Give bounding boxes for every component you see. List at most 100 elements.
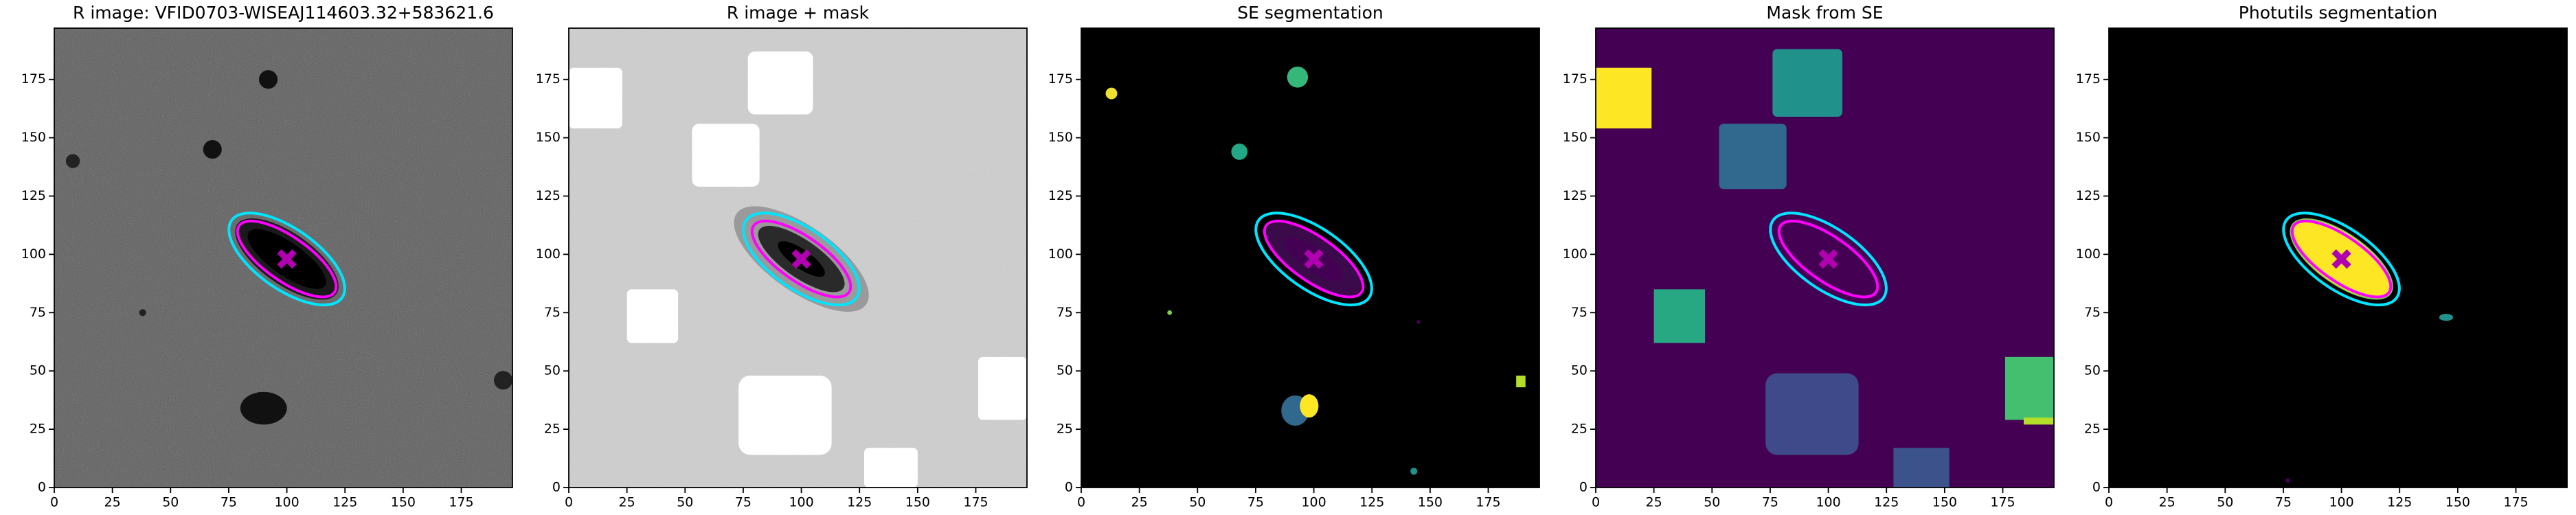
y-tick-label: 125 — [536, 188, 561, 203]
y-tick-label: 150 — [1048, 130, 1073, 145]
y-tick-label: 100 — [1563, 247, 1588, 262]
y-tick-label: 175 — [1048, 71, 1073, 87]
x-tick-label: 50 — [2217, 495, 2233, 510]
x-tick-label: 75 — [221, 495, 237, 510]
x-tick-label: 25 — [1131, 495, 1148, 510]
y-tick-label: 100 — [21, 247, 46, 262]
x-tick-label: 150 — [2445, 495, 2470, 510]
x-tick-label: 150 — [1932, 495, 1957, 510]
x-tick-label: 0 — [2105, 495, 2113, 510]
axes-frame — [1595, 27, 2055, 488]
panel-title: Mask from SE — [1766, 3, 1883, 23]
x-tick-label: 25 — [619, 495, 635, 510]
x-tick-label: 125 — [332, 495, 357, 510]
x-tick-label: 150 — [391, 495, 416, 510]
y-tick-label: 75 — [1571, 305, 1588, 320]
y-tick-label: 50 — [2084, 363, 2101, 378]
panel-title: SE segmentation — [1237, 3, 1383, 23]
panel-title: R image: VFID0703-WISEAJ114603.32+583621… — [73, 3, 494, 23]
x-tick-label: 100 — [274, 495, 299, 510]
x-tick-label: 75 — [2275, 495, 2292, 510]
y-tick-label: 125 — [2076, 188, 2101, 203]
x-tick-label: 50 — [162, 495, 179, 510]
y-tick-label: 50 — [1571, 363, 1588, 378]
x-tick-label: 175 — [2503, 495, 2528, 510]
x-tick-label: 175 — [963, 495, 988, 510]
x-tick-label: 75 — [735, 495, 752, 510]
y-tick-label: 125 — [1048, 188, 1073, 203]
x-tick-label: 25 — [1646, 495, 1662, 510]
x-tick-label: 0 — [1592, 495, 1600, 510]
y-tick-label: 0 — [552, 480, 561, 495]
aperture-ellipse — [742, 211, 861, 307]
x-tick-label: 125 — [1874, 495, 1899, 510]
x-tick-label: 100 — [1301, 495, 1326, 510]
x-tick-label: 0 — [565, 495, 573, 510]
axes-frame — [2108, 27, 2568, 488]
x-tick-label: 75 — [1762, 495, 1778, 510]
y-tick-label: 150 — [2076, 130, 2101, 145]
y-tick-label: 50 — [544, 363, 561, 378]
y-tick-label: 150 — [21, 130, 46, 145]
center-marker — [277, 249, 297, 269]
x-tick-label: 125 — [1359, 495, 1384, 510]
center-marker — [1818, 249, 1838, 269]
x-tick-label: 0 — [50, 495, 58, 510]
x-tick-label: 0 — [1077, 495, 1085, 510]
y-tick-label: 0 — [1579, 480, 1588, 495]
y-tick-label: 75 — [2084, 305, 2101, 320]
y-tick-label: 25 — [1571, 422, 1588, 437]
y-tick-label: 100 — [536, 247, 561, 262]
y-tick-label: 75 — [544, 305, 561, 320]
center-marker — [791, 249, 811, 269]
x-tick-label: 175 — [449, 495, 473, 510]
aperture-ellipse — [227, 211, 346, 307]
aperture-ellipse — [1254, 211, 1373, 307]
y-tick-label: 175 — [536, 71, 561, 87]
axes-frame — [568, 27, 1028, 488]
y-tick-label: 75 — [30, 305, 46, 320]
x-tick-label: 50 — [677, 495, 693, 510]
x-tick-label: 50 — [1704, 495, 1720, 510]
y-tick-label: 125 — [1563, 188, 1588, 203]
aperture-ellipse — [236, 219, 338, 299]
y-tick-label: 25 — [544, 422, 561, 437]
x-tick-label: 175 — [1990, 495, 2015, 510]
x-tick-label: 125 — [2387, 495, 2412, 510]
y-tick-label: 100 — [1048, 247, 1073, 262]
center-marker — [2331, 249, 2351, 269]
y-tick-label: 0 — [2092, 480, 2101, 495]
center-marker — [1304, 249, 1324, 269]
x-tick-label: 150 — [1418, 495, 1443, 510]
axes-frame — [54, 27, 513, 488]
aperture-ellipse — [1263, 219, 1365, 299]
y-tick-label: 175 — [2076, 71, 2101, 87]
y-tick-label: 150 — [536, 130, 561, 145]
y-tick-label: 50 — [30, 363, 46, 378]
y-tick-label: 25 — [2084, 422, 2101, 437]
aperture-ellipse — [2282, 211, 2401, 307]
aperture-ellipse — [1777, 219, 1879, 299]
x-tick-label: 150 — [905, 495, 930, 510]
x-tick-label: 125 — [847, 495, 872, 510]
y-tick-label: 125 — [21, 188, 46, 203]
y-tick-label: 0 — [38, 480, 46, 495]
y-tick-label: 25 — [30, 422, 46, 437]
aperture-ellipse — [2290, 219, 2393, 299]
y-tick-label: 175 — [21, 71, 46, 87]
x-tick-label: 100 — [789, 495, 813, 510]
image-panel-2 — [569, 28, 1028, 488]
axes-frame — [1081, 27, 1540, 488]
aperture-ellipse — [750, 219, 852, 299]
x-tick-label: 100 — [1816, 495, 1840, 510]
x-tick-label: 75 — [1247, 495, 1264, 510]
y-tick-label: 50 — [1057, 363, 1073, 378]
y-tick-label: 25 — [1057, 422, 1073, 437]
y-tick-label: 150 — [1563, 130, 1588, 145]
x-tick-label: 100 — [2329, 495, 2353, 510]
panel-title: R image + mask — [727, 3, 870, 23]
panel-title: Photutils segmentation — [2239, 3, 2437, 23]
x-tick-label: 25 — [104, 495, 121, 510]
x-tick-label: 25 — [2159, 495, 2176, 510]
